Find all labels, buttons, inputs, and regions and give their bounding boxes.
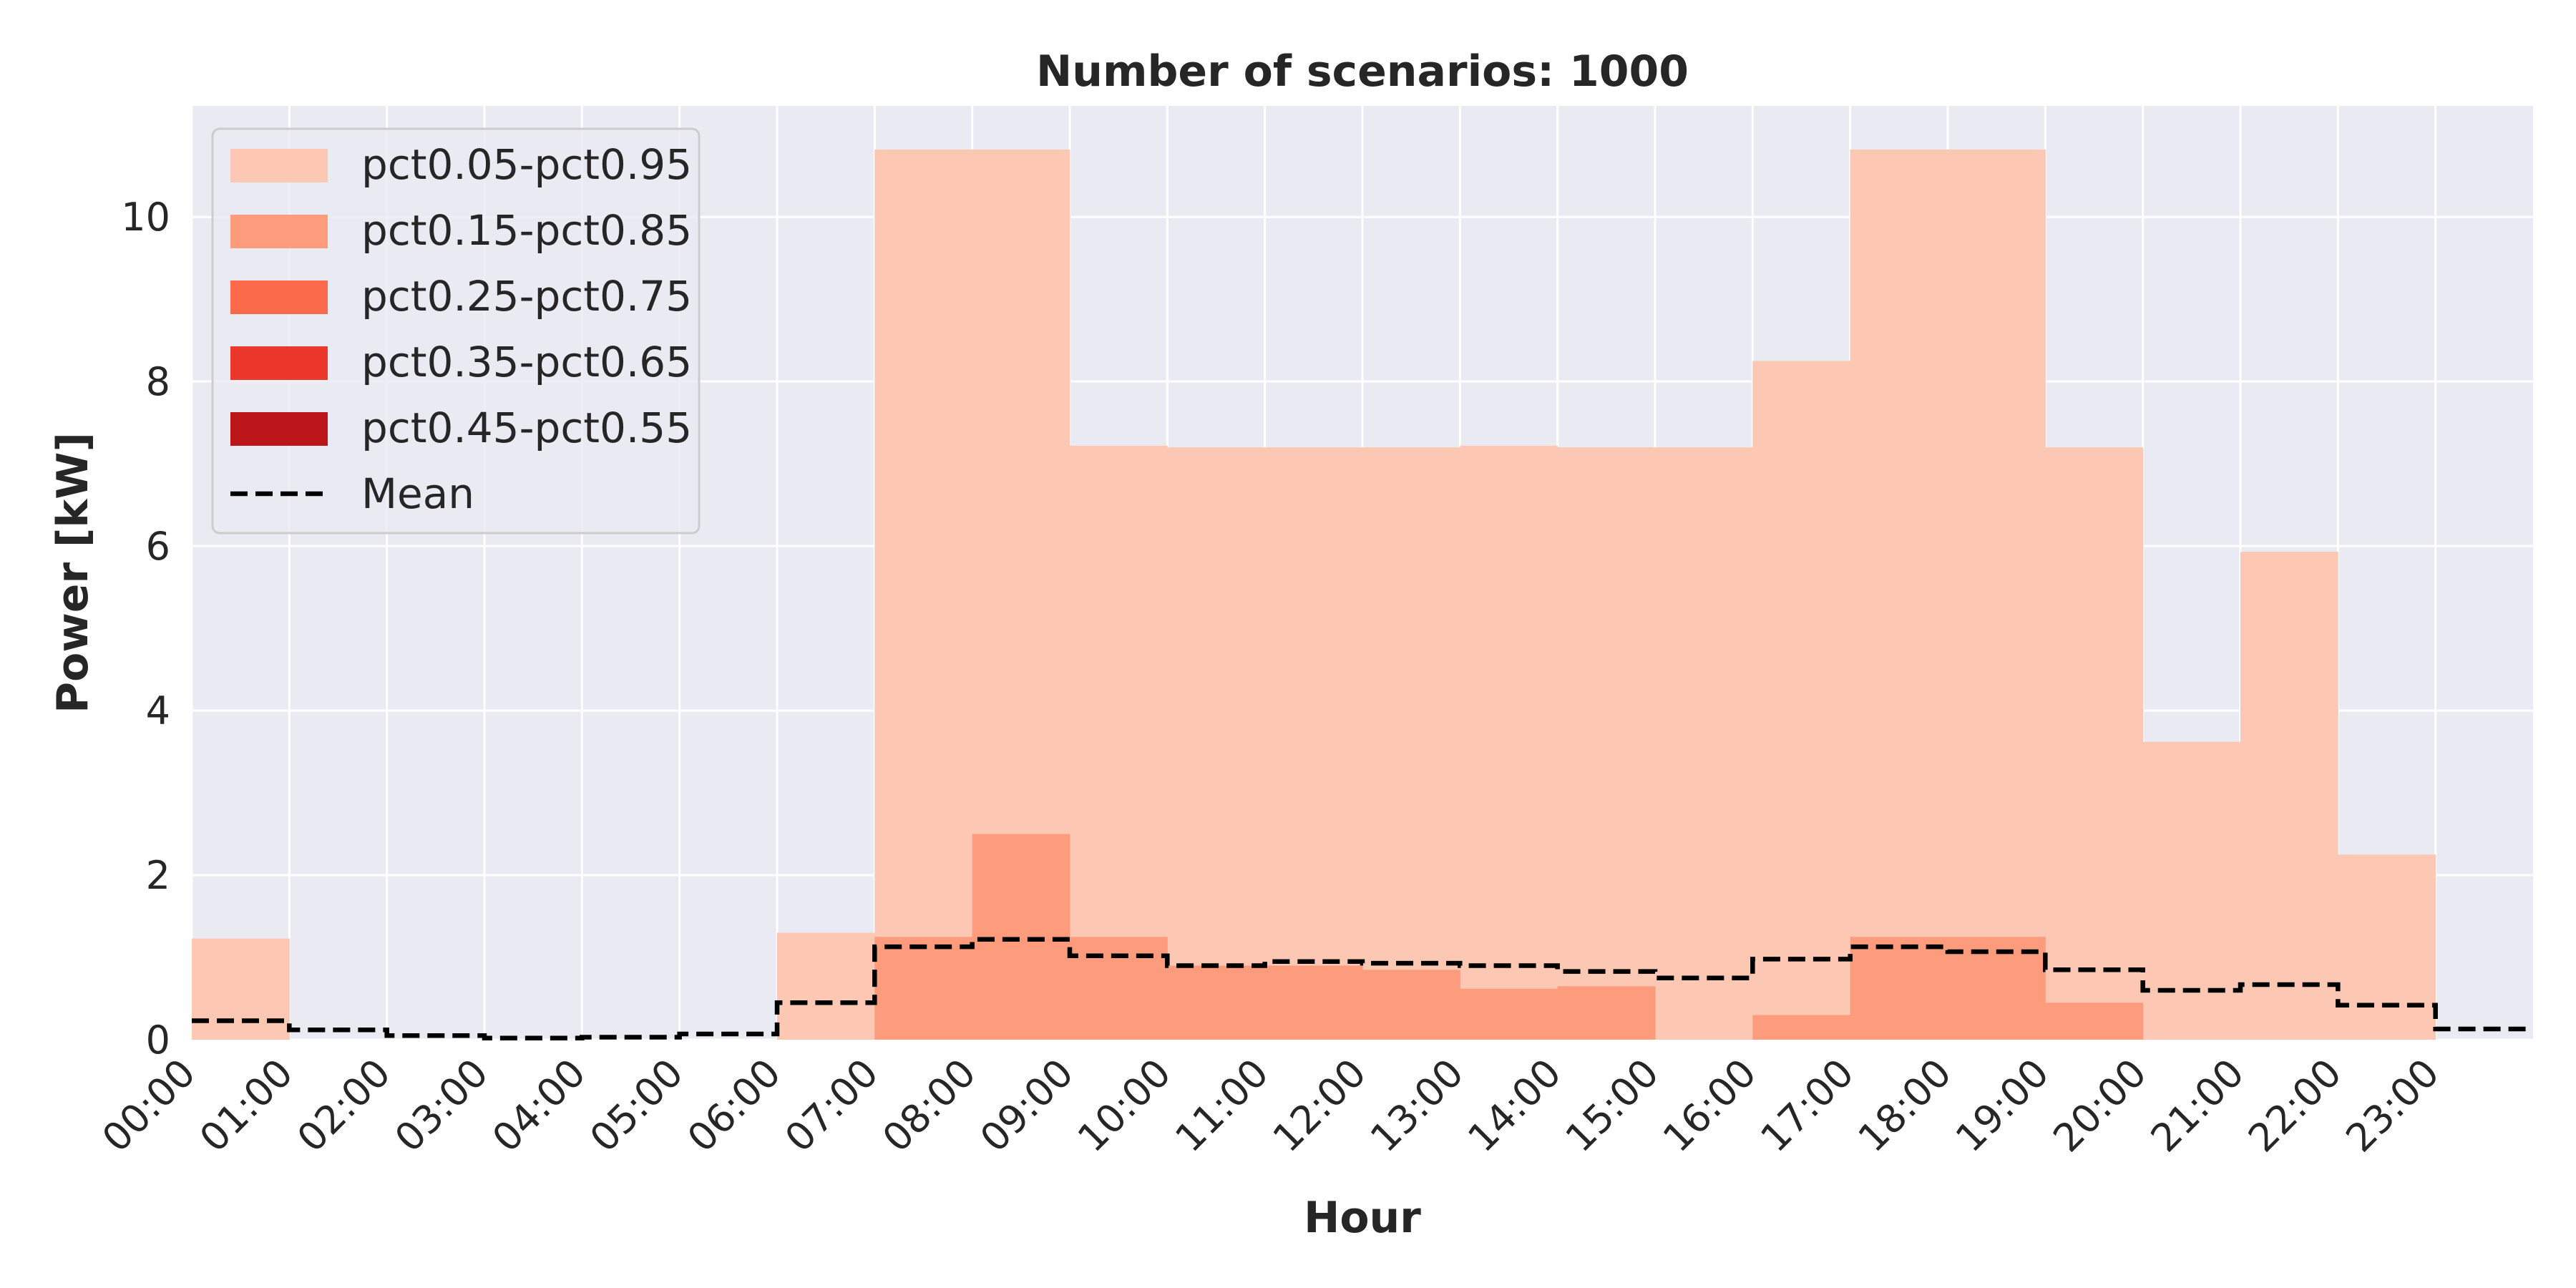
x-tick-label: 14:00: [1459, 1050, 1570, 1161]
x-tick-label: 19:00: [1947, 1050, 2058, 1161]
band-bar: [1167, 965, 1266, 1040]
y-tick-label: 0: [146, 1018, 170, 1063]
band-bar: [1850, 149, 1948, 1040]
x-axis-label: Hour: [1304, 1193, 1421, 1243]
x-tick-label: 21:00: [2142, 1050, 2253, 1161]
y-tick-label: 2: [146, 853, 170, 898]
percentile-bands: [192, 149, 2436, 1040]
band-bar: [1460, 445, 1558, 1040]
band-bar: [777, 932, 875, 1040]
band-bar: [1264, 447, 1363, 1040]
x-tick-label: 20:00: [2044, 1050, 2155, 1161]
y-tick-label: 6: [146, 524, 170, 569]
x-tick-label: 18:00: [1850, 1050, 1961, 1161]
legend-label: pct0.15-pct0.85: [361, 206, 692, 255]
x-tick-label: 11:00: [1166, 1050, 1277, 1161]
band-bar: [1070, 937, 1168, 1040]
band-bar: [972, 834, 1070, 1040]
legend-box: [211, 127, 701, 535]
x-tick-label: 04:00: [484, 1050, 595, 1161]
band-bar: [2045, 1002, 2144, 1040]
x-tick-label: 01:00: [191, 1050, 302, 1161]
band-bar: [1752, 1015, 1851, 1040]
x-tick-label: 05:00: [581, 1050, 692, 1161]
legend-label: pct0.25-pct0.75: [361, 272, 692, 321]
y-axis-label: Power [kW]: [48, 432, 98, 713]
band-bar: [1948, 937, 2046, 1040]
band-bar: [2142, 741, 2241, 1040]
band-bar: [192, 938, 290, 1040]
band-bar: [1362, 970, 1460, 1040]
x-tick-label: 10:00: [1069, 1050, 1180, 1161]
band-bar: [1557, 986, 1656, 1040]
y-tick-label: 4: [146, 688, 170, 733]
chart-title: Number of scenarios: 1000: [1036, 47, 1689, 97]
legend-label: pct0.45-pct0.55: [361, 404, 692, 452]
x-tick-label: 17:00: [1752, 1050, 1863, 1161]
x-tick-label: 12:00: [1264, 1050, 1375, 1161]
x-tick-label: 09:00: [972, 1050, 1083, 1161]
y-tick-label: 10: [121, 195, 170, 240]
legend-swatch: [230, 149, 328, 182]
x-tick-label: 23:00: [2337, 1050, 2448, 1161]
legend-label: Mean: [361, 469, 474, 518]
band-bar: [1752, 361, 1851, 1040]
band-bar: [1948, 149, 2046, 1040]
band-bar: [874, 937, 973, 1040]
legend-swatch: [230, 215, 328, 248]
x-tick-label: 08:00: [874, 1050, 985, 1161]
legend-label: pct0.05-pct0.95: [361, 140, 692, 189]
legend-swatch: [230, 280, 328, 314]
band-bar: [1167, 447, 1266, 1040]
band-bar: [1557, 447, 1656, 1040]
y-tick-label: 8: [146, 359, 170, 404]
mean-line: [192, 937, 2533, 1040]
x-tick-label: 02:00: [288, 1050, 399, 1161]
band-bar: [2240, 552, 2338, 1040]
legend-swatch: [230, 412, 328, 446]
band-bar: [2338, 854, 2436, 1040]
band-bar: [2045, 447, 2144, 1040]
band-bar: [1264, 965, 1363, 1040]
legend-label: pct0.35-pct0.65: [361, 338, 692, 386]
band-bar: [1362, 447, 1460, 1040]
x-axis-ticks: 00:0001:0002:0003:0004:0005:0006:0007:00…: [94, 1050, 2448, 1161]
x-tick-label: 07:00: [776, 1050, 887, 1161]
x-tick-label: 16:00: [1654, 1050, 1765, 1161]
band-bar: [1850, 937, 1948, 1040]
y-axis-ticks: 0 2 4 6 8 10: [121, 195, 170, 1063]
band-bar: [1655, 447, 1753, 1040]
x-tick-label: 03:00: [386, 1050, 497, 1161]
x-tick-label: 22:00: [2240, 1050, 2351, 1161]
mean-step-line: [192, 937, 2533, 1040]
x-tick-label: 15:00: [1557, 1050, 1668, 1161]
x-tick-label: 00:00: [94, 1050, 205, 1161]
band-bar: [1460, 988, 1558, 1040]
legend: pct0.05-pct0.95 pct0.15-pct0.85 pct0.25-pc…: [211, 127, 701, 535]
band-bar: [874, 149, 973, 1040]
x-tick-label: 06:00: [679, 1050, 790, 1161]
legend-swatch: [230, 346, 328, 380]
x-tick-label: 13:00: [1362, 1050, 1473, 1161]
